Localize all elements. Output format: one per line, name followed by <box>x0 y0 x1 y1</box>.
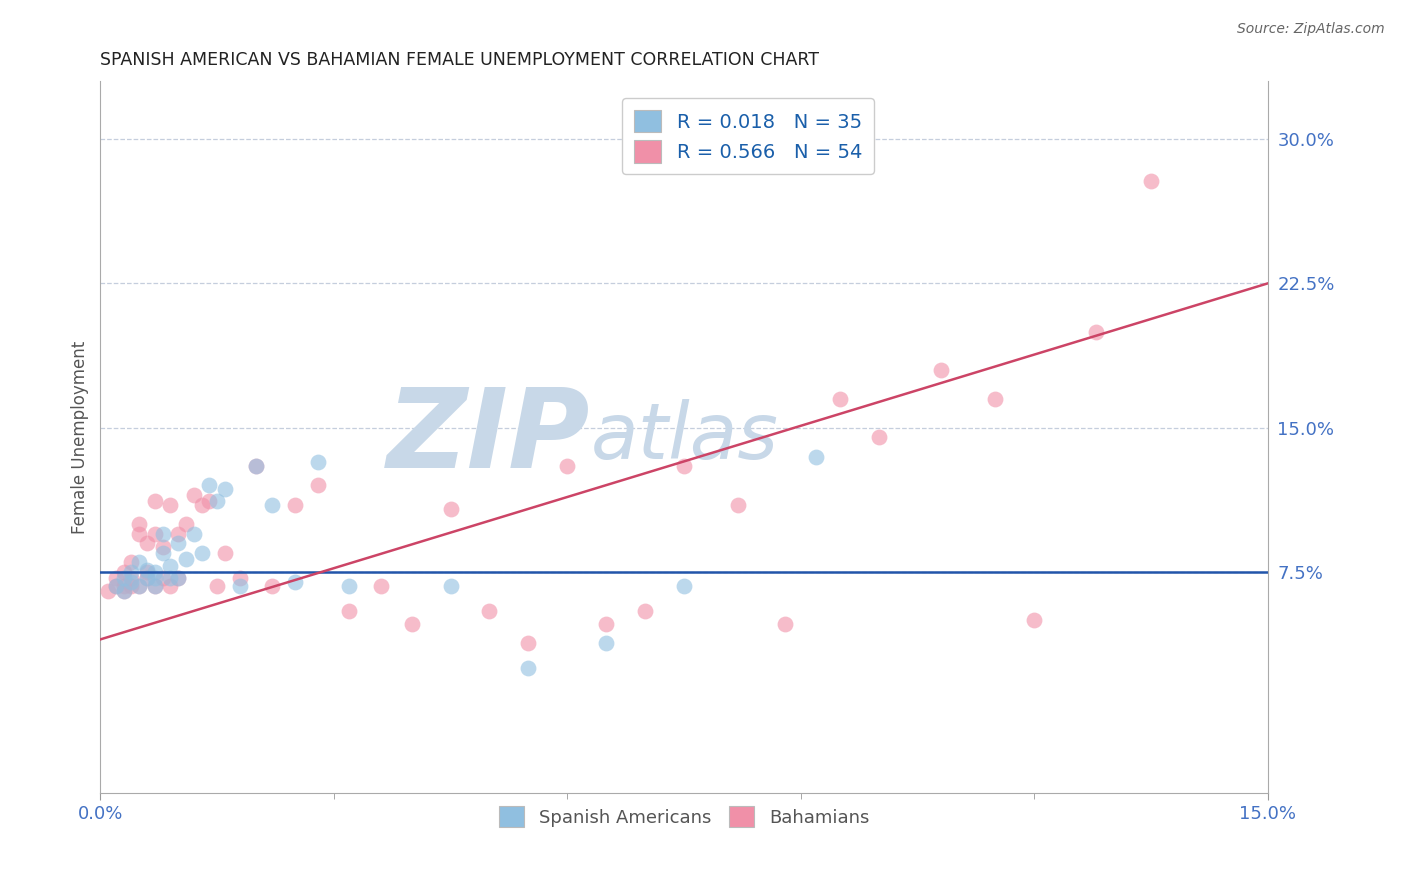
Point <box>112 571 135 585</box>
Point <box>112 578 135 592</box>
Point <box>136 571 159 585</box>
Text: SPANISH AMERICAN VS BAHAMIAN FEMALE UNEMPLOYMENT CORRELATION CHART: SPANISH AMERICAN VS BAHAMIAN FEMALE UNEM… <box>100 51 820 69</box>
Point <box>260 498 283 512</box>
Point <box>773 617 796 632</box>
Point <box>198 478 221 492</box>
Point <box>159 578 181 592</box>
Point <box>167 526 190 541</box>
Point <box>439 501 461 516</box>
Point <box>104 571 127 585</box>
Point <box>517 661 540 675</box>
Point <box>634 603 657 617</box>
Point <box>205 493 228 508</box>
Point <box>121 571 143 585</box>
Point <box>595 636 617 650</box>
Point <box>284 498 307 512</box>
Text: ZIP: ZIP <box>387 384 591 491</box>
Point <box>198 493 221 508</box>
Point <box>136 536 159 550</box>
Point <box>121 574 143 589</box>
Point <box>672 578 695 592</box>
Point <box>136 571 159 585</box>
Point <box>159 559 181 574</box>
Point <box>828 392 851 406</box>
Point <box>121 578 143 592</box>
Point <box>1085 325 1108 339</box>
Point <box>121 556 143 570</box>
Point <box>128 526 150 541</box>
Point <box>214 483 236 497</box>
Point <box>152 540 174 554</box>
Point <box>183 526 205 541</box>
Point <box>284 574 307 589</box>
Point <box>104 578 127 592</box>
Point <box>245 459 267 474</box>
Point <box>136 563 159 577</box>
Point <box>260 578 283 592</box>
Point <box>401 617 423 632</box>
Point <box>806 450 828 464</box>
Y-axis label: Female Unemployment: Female Unemployment <box>72 341 89 534</box>
Point <box>868 430 890 444</box>
Point <box>159 571 181 585</box>
Point <box>167 571 190 585</box>
Point <box>1024 613 1046 627</box>
Point <box>143 578 166 592</box>
Point <box>439 578 461 592</box>
Point <box>143 565 166 579</box>
Point <box>97 584 120 599</box>
Point <box>128 556 150 570</box>
Point <box>307 478 329 492</box>
Point <box>152 571 174 585</box>
Point <box>205 578 228 592</box>
Point <box>190 546 212 560</box>
Point <box>143 571 166 585</box>
Point <box>143 578 166 592</box>
Point <box>672 459 695 474</box>
Point <box>128 578 150 592</box>
Point <box>984 392 1007 406</box>
Point <box>159 498 181 512</box>
Point <box>143 526 166 541</box>
Point <box>929 363 952 377</box>
Point <box>121 565 143 579</box>
Point <box>595 617 617 632</box>
Point <box>214 546 236 560</box>
Point <box>1140 174 1163 188</box>
Point <box>167 571 190 585</box>
Point <box>104 578 127 592</box>
Point <box>307 455 329 469</box>
Point <box>245 459 267 474</box>
Point <box>112 584 135 599</box>
Point <box>370 578 392 592</box>
Point <box>190 498 212 512</box>
Point <box>727 498 749 512</box>
Point <box>337 603 360 617</box>
Point <box>174 516 197 531</box>
Point <box>183 488 205 502</box>
Point <box>152 546 174 560</box>
Point <box>174 551 197 566</box>
Point <box>229 578 252 592</box>
Point <box>555 459 578 474</box>
Point <box>152 526 174 541</box>
Point <box>128 516 150 531</box>
Point <box>112 565 135 579</box>
Point <box>128 578 150 592</box>
Point <box>143 493 166 508</box>
Text: atlas: atlas <box>591 400 779 475</box>
Point <box>478 603 501 617</box>
Point <box>517 636 540 650</box>
Point <box>112 584 135 599</box>
Point <box>337 578 360 592</box>
Point <box>136 565 159 579</box>
Point <box>167 536 190 550</box>
Point <box>229 571 252 585</box>
Legend: Spanish Americans, Bahamians: Spanish Americans, Bahamians <box>492 799 876 834</box>
Text: Source: ZipAtlas.com: Source: ZipAtlas.com <box>1237 22 1385 37</box>
